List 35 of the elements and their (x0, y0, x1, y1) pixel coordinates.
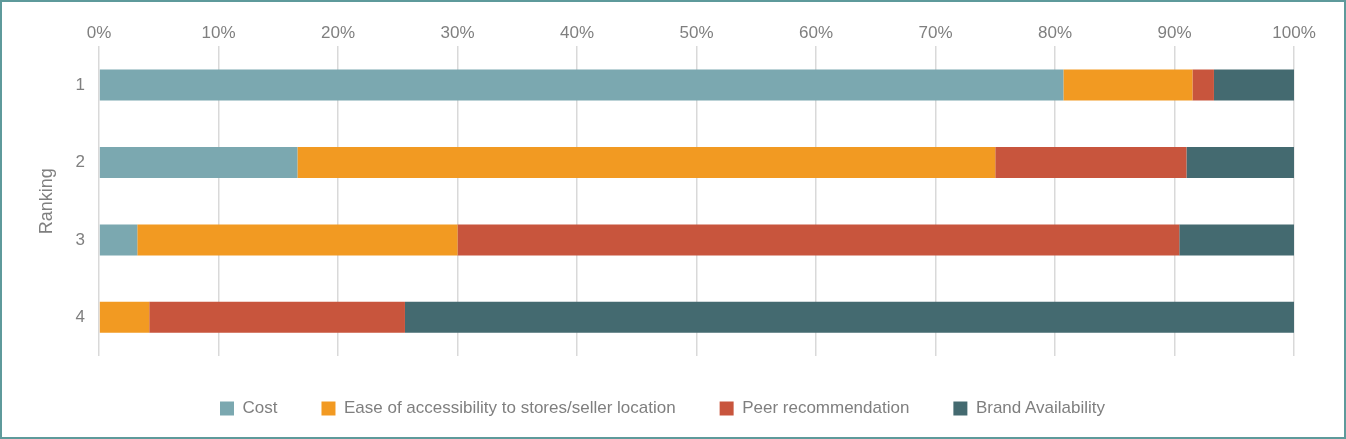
bar (1192, 69, 1214, 101)
x-tick-label: 50% (679, 22, 714, 42)
x-tick-label: 70% (918, 22, 953, 42)
bar (99, 147, 298, 178)
bar (404, 301, 1294, 333)
x-tick-label: 60% (799, 22, 834, 42)
bar (99, 69, 1064, 101)
bar (149, 301, 405, 333)
x-tick-label: 80% (1038, 22, 1073, 42)
bar (457, 224, 1180, 256)
x-tick-label: 30% (440, 22, 475, 42)
legend-label: Ease of accessibility to stores/seller location (343, 398, 676, 418)
y-tick-label: 1 (75, 74, 86, 94)
y-tick-label: 2 (75, 152, 86, 172)
bar (297, 147, 996, 178)
bar (1186, 147, 1294, 178)
y-tick-label: 4 (75, 306, 86, 326)
bar (137, 224, 458, 256)
legend-label: Cost (242, 398, 278, 418)
bar (995, 147, 1187, 178)
bar (1063, 69, 1193, 101)
bar (99, 224, 138, 256)
x-tick-label: 90% (1157, 22, 1192, 42)
x-tick-label: 100% (1272, 22, 1316, 42)
bar (99, 301, 150, 333)
y-tick-label: 3 (75, 229, 86, 249)
legend-label: Peer recommendation (742, 398, 910, 418)
x-tick-label: 0% (86, 22, 112, 42)
bar (1213, 69, 1294, 101)
x-tick-label: 40% (560, 22, 595, 42)
legend-label: Brand Availability (975, 398, 1106, 418)
x-tick-label: 20% (321, 22, 356, 42)
x-tick-label: 10% (201, 22, 236, 42)
y-axis-title: Ranking (35, 168, 56, 235)
bar (1179, 224, 1294, 256)
